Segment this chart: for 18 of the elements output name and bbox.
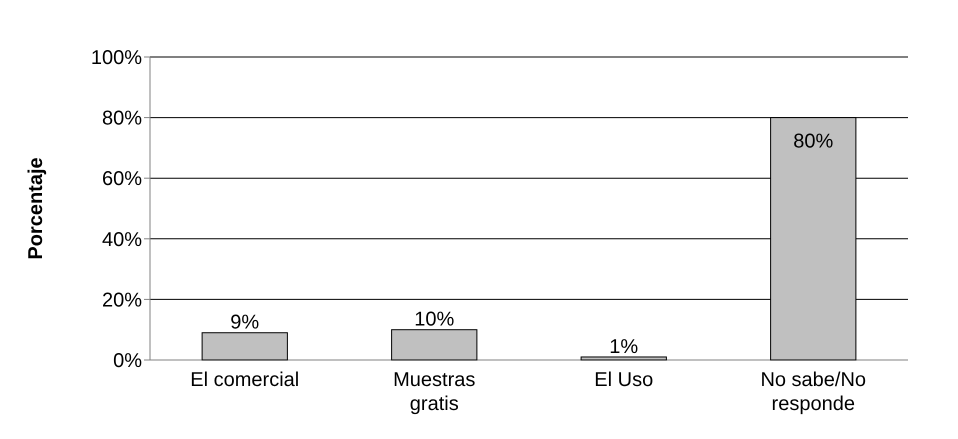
bar [580, 356, 667, 360]
y-tick-label: 80% [102, 108, 142, 130]
y-axis-title: Porcentaje [25, 157, 47, 260]
bar [202, 332, 288, 360]
y-tick-label: 60% [102, 168, 142, 190]
x-tick-label: No sabe/No responde [760, 369, 866, 415]
data-label: 10% [414, 308, 454, 331]
y-tick-label: 0% [113, 350, 142, 372]
x-tick-label: Muestras gratis [393, 369, 476, 415]
y-tick-label: 100% [90, 47, 142, 69]
x-tick-label: El comercial [190, 369, 300, 391]
data-label: 9% [230, 312, 260, 334]
bar [391, 329, 478, 360]
y-tick-label: 40% [102, 228, 142, 251]
data-label: 80% [793, 130, 834, 153]
data-label: 1% [609, 336, 638, 358]
y-tick-label: 20% [102, 289, 142, 312]
x-tick-label: El Uso [594, 369, 654, 391]
